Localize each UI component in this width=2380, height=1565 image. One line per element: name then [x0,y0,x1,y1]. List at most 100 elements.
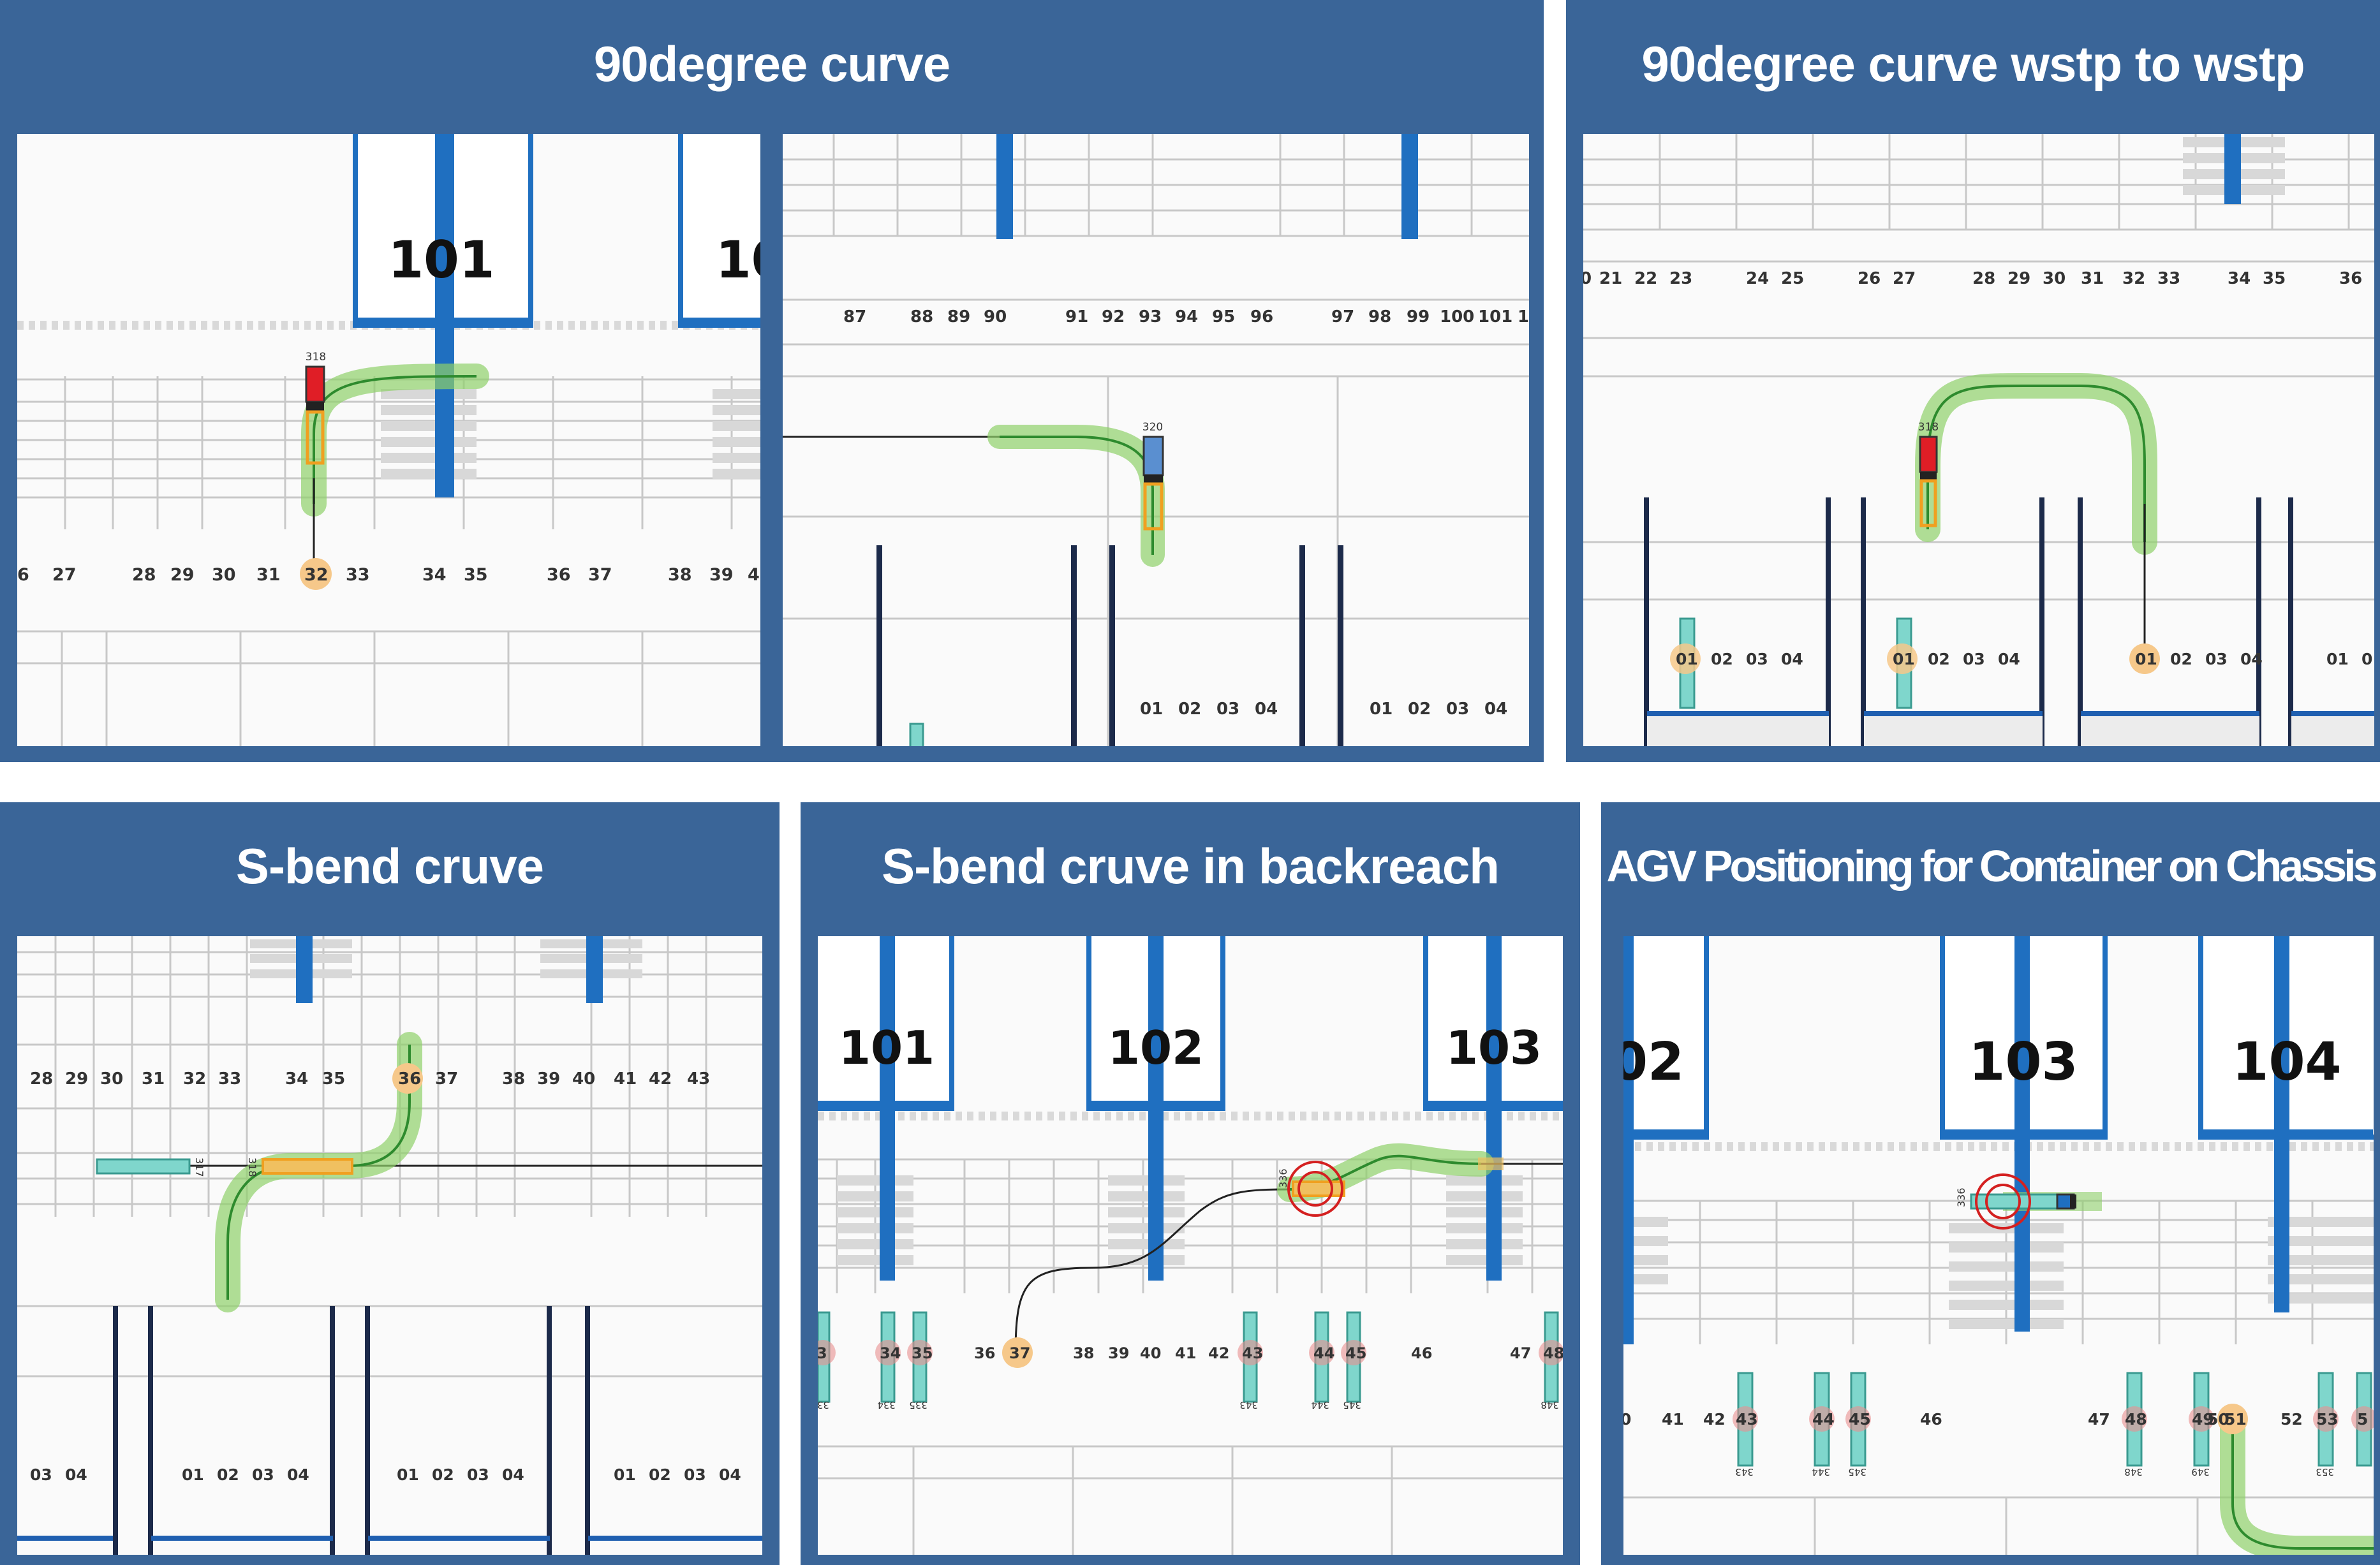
svg-text:0: 0 [2362,650,2372,668]
block-label: 104 [2232,1032,2341,1092]
block-103-spine [1486,936,1502,1281]
svg-text:26: 26 [1858,269,1881,288]
grid-lines [1623,1200,2374,1555]
block-101-spine [880,936,895,1281]
map-view: 317 318 28 29 30 31 32 33 34 35 36 37 38… [17,936,762,1555]
svg-text:01: 01 [2326,650,2349,668]
slot-highlight [2217,1404,2248,1434]
path-glow [1915,373,2157,555]
map-view: 02 103 104 336 [1623,936,2374,1555]
path-glow [987,425,1165,567]
vehicle-id: 318 [1918,421,1939,434]
stack-rails [1644,497,2293,746]
map-canvas: 02 103 104 336 [1623,936,2374,1555]
vehicle-id: 336 [1277,1168,1289,1188]
svg-text:24: 24 [1746,269,1769,288]
svg-text:33: 33 [818,1399,829,1411]
lane-tags: 343 344 345 348 349 353 [1735,1466,2334,1478]
svg-text:38: 38 [1073,1344,1094,1362]
svg-text:53: 53 [2316,1410,2339,1429]
svg-text:03: 03 [1446,700,1469,719]
svg-text:348: 348 [1541,1399,1559,1411]
lane-numbers: 03 04 01 02 03 04 01 02 03 04 01 02 03 0… [30,1466,741,1484]
svg-text:37: 37 [1009,1344,1030,1362]
slot-numbers: 6 27 28 29 30 31 32 33 34 35 36 37 38 39… [17,565,760,585]
slot-numbers: 87 88 89 90 91 92 93 94 95 96 97 98 99 1… [843,307,1529,327]
svg-text:40: 40 [1140,1344,1161,1362]
target-ring-inner [1297,1171,1333,1207]
svg-text:51: 51 [2224,1410,2247,1429]
vehicle-hitch [1144,475,1163,484]
vehicle-id: 336 [1955,1187,1967,1207]
lane-hatch [1647,716,2374,746]
vehicle-cab [1142,436,1164,476]
svg-text:34: 34 [422,565,447,585]
svg-text:32: 32 [183,1069,206,1089]
svg-text:47: 47 [1510,1344,1531,1362]
slot-numbers: 0 21 22 23 24 25 26 27 28 29 30 31 32 33… [1583,269,2362,288]
svg-text:22: 22 [1634,269,1657,288]
svg-text:30: 30 [2043,269,2066,288]
stacked-cassettes [1733,1372,2374,1467]
svg-text:02: 02 [1178,700,1201,719]
svg-text:04: 04 [1255,700,1278,719]
panel-agv-positioning: AGV Positioning for Container on Chassis [1601,802,2380,1565]
svg-text:03: 03 [2205,650,2228,668]
svg-text:04: 04 [65,1466,87,1484]
svg-text:41: 41 [1662,1410,1684,1429]
vehicle-container [262,1158,353,1175]
svg-text:36: 36 [974,1344,995,1362]
block-spine [1401,134,1418,239]
svg-text:38: 38 [668,565,692,585]
svg-text:30: 30 [100,1069,123,1089]
svg-text:45: 45 [1849,1410,1871,1429]
panel-title: 90degree curve wstp to wstp [1641,35,2305,92]
svg-text:345: 345 [1848,1466,1866,1478]
svg-text:46: 46 [1411,1344,1432,1362]
svg-text:02: 02 [432,1466,454,1484]
svg-text:343: 343 [1239,1399,1258,1411]
lane-bases [17,1536,762,1541]
svg-text:31: 31 [142,1069,165,1089]
svg-text:43: 43 [1242,1344,1263,1362]
slot-highlight [1887,643,1918,674]
lane-tags: 33 334 335 343 344 345 348 [818,1399,1559,1411]
svg-text:03: 03 [30,1466,52,1484]
block-103-spine [2014,936,2030,1332]
svg-text:1: 1 [1518,307,1529,327]
svg-text:98: 98 [1368,307,1391,327]
svg-text:94: 94 [1175,307,1198,327]
svg-text:353: 353 [2316,1466,2334,1478]
panel-90degree-curve: 90degree curve [0,0,1544,762]
block-104-spine [2274,936,2289,1312]
svg-text:89: 89 [947,307,970,327]
block-02-spine [1623,936,1634,1344]
panel-title: 90degree curve [593,35,950,92]
svg-text:91: 91 [1065,307,1088,327]
slot-numbers: 0 41 42 43 44 45 46 47 48 49 50 51 52 53… [1623,1410,2368,1429]
svg-text:39: 39 [1108,1344,1129,1362]
svg-text:33: 33 [218,1069,241,1089]
svg-text:28: 28 [132,565,156,585]
waiting-vehicle [96,1158,191,1175]
block-101-spine [435,134,454,497]
panel-title: S-bend cruve in backreach [882,837,1500,894]
vehicle-cab [305,365,325,403]
block-102-spine [1148,936,1164,1281]
svg-text:35: 35 [464,565,488,585]
svg-text:90: 90 [984,307,1007,327]
svg-text:32: 32 [304,565,329,585]
vehicle-container [1919,479,1937,527]
svg-text:01: 01 [182,1466,204,1484]
svg-text:349: 349 [2191,1466,2210,1478]
svg-text:31: 31 [256,565,281,585]
svg-text:49: 49 [2192,1410,2214,1429]
svg-text:37: 37 [588,565,612,585]
svg-text:27: 27 [1893,269,1916,288]
svg-text:43: 43 [1736,1410,1758,1429]
block-label: 102 [1108,1021,1204,1075]
svg-text:03: 03 [467,1466,489,1484]
vehicle-container [306,410,325,465]
vehicle-hitch [2070,1194,2076,1209]
path-glow [2220,1418,2374,1555]
